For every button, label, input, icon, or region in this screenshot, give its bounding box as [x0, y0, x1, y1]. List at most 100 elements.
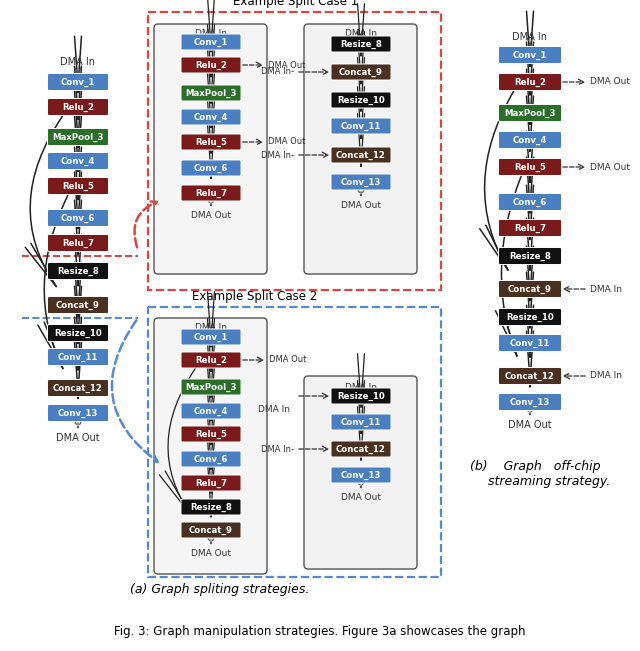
Text: Relu_5: Relu_5	[514, 163, 546, 172]
Text: Example Split Case 1: Example Split Case 1	[234, 0, 358, 8]
Text: Conv_6: Conv_6	[61, 214, 95, 223]
FancyBboxPatch shape	[181, 134, 241, 150]
Text: Concat_9: Concat_9	[508, 284, 552, 294]
FancyBboxPatch shape	[499, 132, 561, 148]
Text: Conv_1: Conv_1	[61, 77, 95, 87]
FancyBboxPatch shape	[47, 210, 109, 227]
Text: MaxPool_3: MaxPool_3	[504, 109, 556, 118]
Text: MaxPool_3: MaxPool_3	[185, 89, 237, 98]
FancyBboxPatch shape	[499, 393, 561, 411]
FancyBboxPatch shape	[331, 467, 391, 483]
FancyBboxPatch shape	[181, 109, 241, 125]
FancyBboxPatch shape	[181, 352, 241, 368]
Text: Relu_2: Relu_2	[62, 102, 94, 111]
Text: Relu_5: Relu_5	[62, 182, 94, 191]
FancyBboxPatch shape	[181, 34, 241, 50]
Text: Resize_10: Resize_10	[54, 329, 102, 338]
Text: DMA In: DMA In	[345, 383, 377, 391]
Text: Conv_6: Conv_6	[513, 197, 547, 206]
FancyBboxPatch shape	[304, 24, 417, 274]
Text: Conv_4: Conv_4	[61, 156, 95, 165]
Text: Relu_5: Relu_5	[195, 430, 227, 439]
Text: (a) Graph spliting strategies.: (a) Graph spliting strategies.	[131, 583, 310, 596]
FancyBboxPatch shape	[181, 379, 241, 395]
Text: Conv_6: Conv_6	[194, 163, 228, 173]
Text: Resize_10: Resize_10	[337, 391, 385, 400]
FancyBboxPatch shape	[47, 296, 109, 314]
Text: Conv_4: Conv_4	[513, 135, 547, 145]
FancyBboxPatch shape	[47, 348, 109, 365]
Text: Conv_13: Conv_13	[341, 471, 381, 480]
FancyBboxPatch shape	[331, 174, 391, 190]
Text: Relu_7: Relu_7	[195, 478, 227, 488]
Text: DMA In-: DMA In-	[261, 445, 294, 454]
Text: DMA Out: DMA Out	[191, 212, 231, 221]
FancyBboxPatch shape	[331, 118, 391, 134]
FancyBboxPatch shape	[331, 64, 391, 80]
FancyBboxPatch shape	[331, 441, 391, 457]
Text: DMA Out: DMA Out	[191, 549, 231, 559]
Bar	[148, 307, 441, 577]
Text: DMA Out: DMA Out	[341, 493, 381, 503]
Text: DMA In: DMA In	[345, 29, 377, 38]
FancyBboxPatch shape	[499, 46, 561, 64]
FancyBboxPatch shape	[331, 147, 391, 163]
FancyBboxPatch shape	[181, 475, 241, 491]
FancyBboxPatch shape	[47, 234, 109, 251]
FancyBboxPatch shape	[499, 309, 561, 326]
Text: DMA Out: DMA Out	[268, 61, 305, 70]
FancyBboxPatch shape	[181, 57, 241, 73]
Text: Example Split Case 2: Example Split Case 2	[193, 290, 317, 303]
FancyBboxPatch shape	[47, 324, 109, 342]
Text: Concat_9: Concat_9	[339, 68, 383, 77]
Text: Conv_11: Conv_11	[58, 352, 98, 361]
Text: DMA Out: DMA Out	[508, 420, 552, 430]
Text: Resize_10: Resize_10	[506, 312, 554, 322]
FancyBboxPatch shape	[181, 329, 241, 345]
Text: Concat_12: Concat_12	[505, 372, 555, 381]
Text: DMA In: DMA In	[61, 57, 95, 67]
FancyBboxPatch shape	[499, 193, 561, 210]
Text: DMA Out: DMA Out	[268, 137, 305, 146]
FancyBboxPatch shape	[499, 158, 561, 176]
Text: MaxPool_3: MaxPool_3	[185, 382, 237, 391]
Text: DMA In: DMA In	[195, 324, 227, 333]
FancyBboxPatch shape	[499, 368, 561, 385]
FancyBboxPatch shape	[181, 522, 241, 538]
Text: (b)    Graph   off-chip
       streaming strategy.: (b) Graph off-chip streaming strategy.	[460, 460, 610, 488]
Text: Relu_7: Relu_7	[195, 188, 227, 197]
FancyBboxPatch shape	[47, 178, 109, 195]
FancyBboxPatch shape	[181, 160, 241, 176]
FancyBboxPatch shape	[47, 404, 109, 421]
FancyBboxPatch shape	[47, 128, 109, 146]
Text: Conv_11: Conv_11	[341, 417, 381, 426]
Text: Conv_4: Conv_4	[194, 113, 228, 122]
FancyBboxPatch shape	[181, 403, 241, 419]
FancyBboxPatch shape	[331, 414, 391, 430]
Text: DMA Out: DMA Out	[590, 77, 630, 87]
Text: Resize_10: Resize_10	[337, 96, 385, 105]
FancyBboxPatch shape	[181, 499, 241, 515]
Text: MaxPool_3: MaxPool_3	[52, 132, 104, 141]
Text: Concat_12: Concat_12	[336, 445, 386, 454]
Text: Relu_2: Relu_2	[195, 355, 227, 365]
FancyBboxPatch shape	[499, 335, 561, 352]
FancyBboxPatch shape	[331, 92, 391, 108]
Text: Fig. 3: Graph manipulation strategies. Figure 3a showcases the graph: Fig. 3: Graph manipulation strategies. F…	[115, 626, 525, 639]
Text: Relu_7: Relu_7	[62, 238, 94, 247]
Text: Relu_7: Relu_7	[514, 223, 546, 232]
FancyBboxPatch shape	[47, 262, 109, 279]
Text: Conv_13: Conv_13	[341, 178, 381, 187]
Text: Conv_13: Conv_13	[510, 397, 550, 407]
FancyBboxPatch shape	[47, 74, 109, 90]
Text: DMA In: DMA In	[195, 29, 227, 38]
Text: Concat_12: Concat_12	[53, 383, 103, 393]
Text: Conv_1: Conv_1	[513, 50, 547, 60]
Text: Concat_9: Concat_9	[56, 300, 100, 310]
Text: DMA Out: DMA Out	[269, 355, 307, 365]
Text: Concat_9: Concat_9	[189, 525, 233, 534]
FancyBboxPatch shape	[499, 74, 561, 90]
Text: DMA In-: DMA In-	[261, 68, 294, 77]
FancyBboxPatch shape	[499, 281, 561, 298]
FancyBboxPatch shape	[154, 24, 267, 274]
